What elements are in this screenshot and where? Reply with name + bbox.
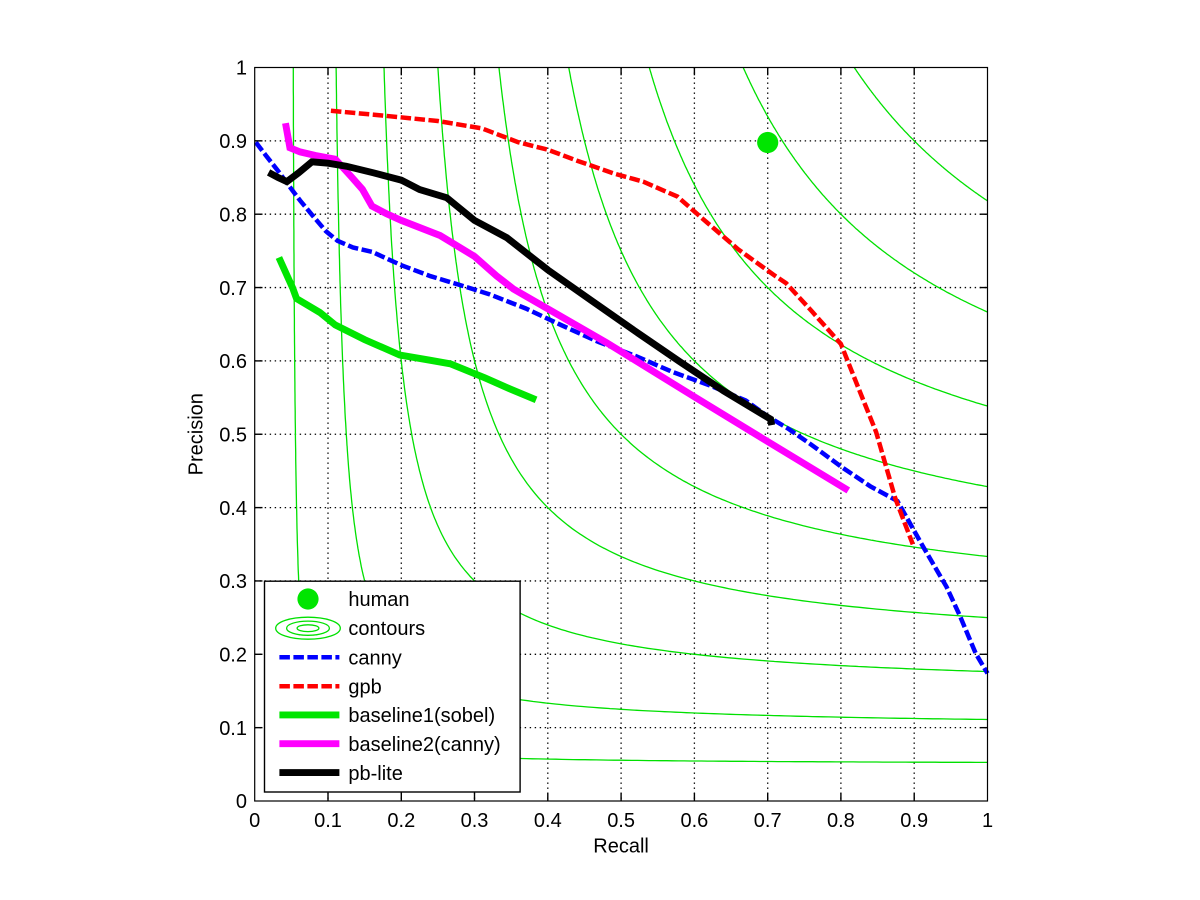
svg-text:canny: canny xyxy=(348,648,401,670)
svg-text:baseline1(sobel): baseline1(sobel) xyxy=(348,705,495,727)
svg-text:0.4: 0.4 xyxy=(219,498,247,520)
svg-text:0.8: 0.8 xyxy=(219,204,247,226)
svg-text:0.1: 0.1 xyxy=(219,718,247,740)
svg-text:0.4: 0.4 xyxy=(534,810,562,832)
svg-text:0.7: 0.7 xyxy=(754,810,782,832)
svg-text:1: 1 xyxy=(236,58,247,80)
svg-text:baseline2(canny): baseline2(canny) xyxy=(348,734,500,756)
svg-text:0.2: 0.2 xyxy=(219,645,247,667)
svg-text:contours: contours xyxy=(348,618,425,640)
svg-text:0.5: 0.5 xyxy=(607,810,635,832)
svg-text:Recall: Recall xyxy=(593,836,649,858)
svg-text:0.1: 0.1 xyxy=(314,810,342,832)
svg-text:0: 0 xyxy=(236,791,247,813)
svg-text:0.6: 0.6 xyxy=(680,810,708,832)
svg-text:Precision: Precision xyxy=(186,393,208,475)
svg-text:pb-lite: pb-lite xyxy=(348,763,402,785)
svg-text:human: human xyxy=(348,589,409,611)
svg-text:gpb: gpb xyxy=(348,676,381,698)
svg-text:1: 1 xyxy=(982,810,993,832)
svg-text:0: 0 xyxy=(249,810,260,832)
svg-text:0.2: 0.2 xyxy=(387,810,415,832)
svg-text:0.3: 0.3 xyxy=(461,810,489,832)
svg-text:0.9: 0.9 xyxy=(219,131,247,153)
svg-text:0.6: 0.6 xyxy=(219,351,247,373)
svg-text:0.8: 0.8 xyxy=(827,810,855,832)
svg-text:0.5: 0.5 xyxy=(219,424,247,446)
svg-text:0.3: 0.3 xyxy=(219,571,247,593)
svg-text:0.9: 0.9 xyxy=(900,810,928,832)
svg-text:0.7: 0.7 xyxy=(219,278,247,300)
